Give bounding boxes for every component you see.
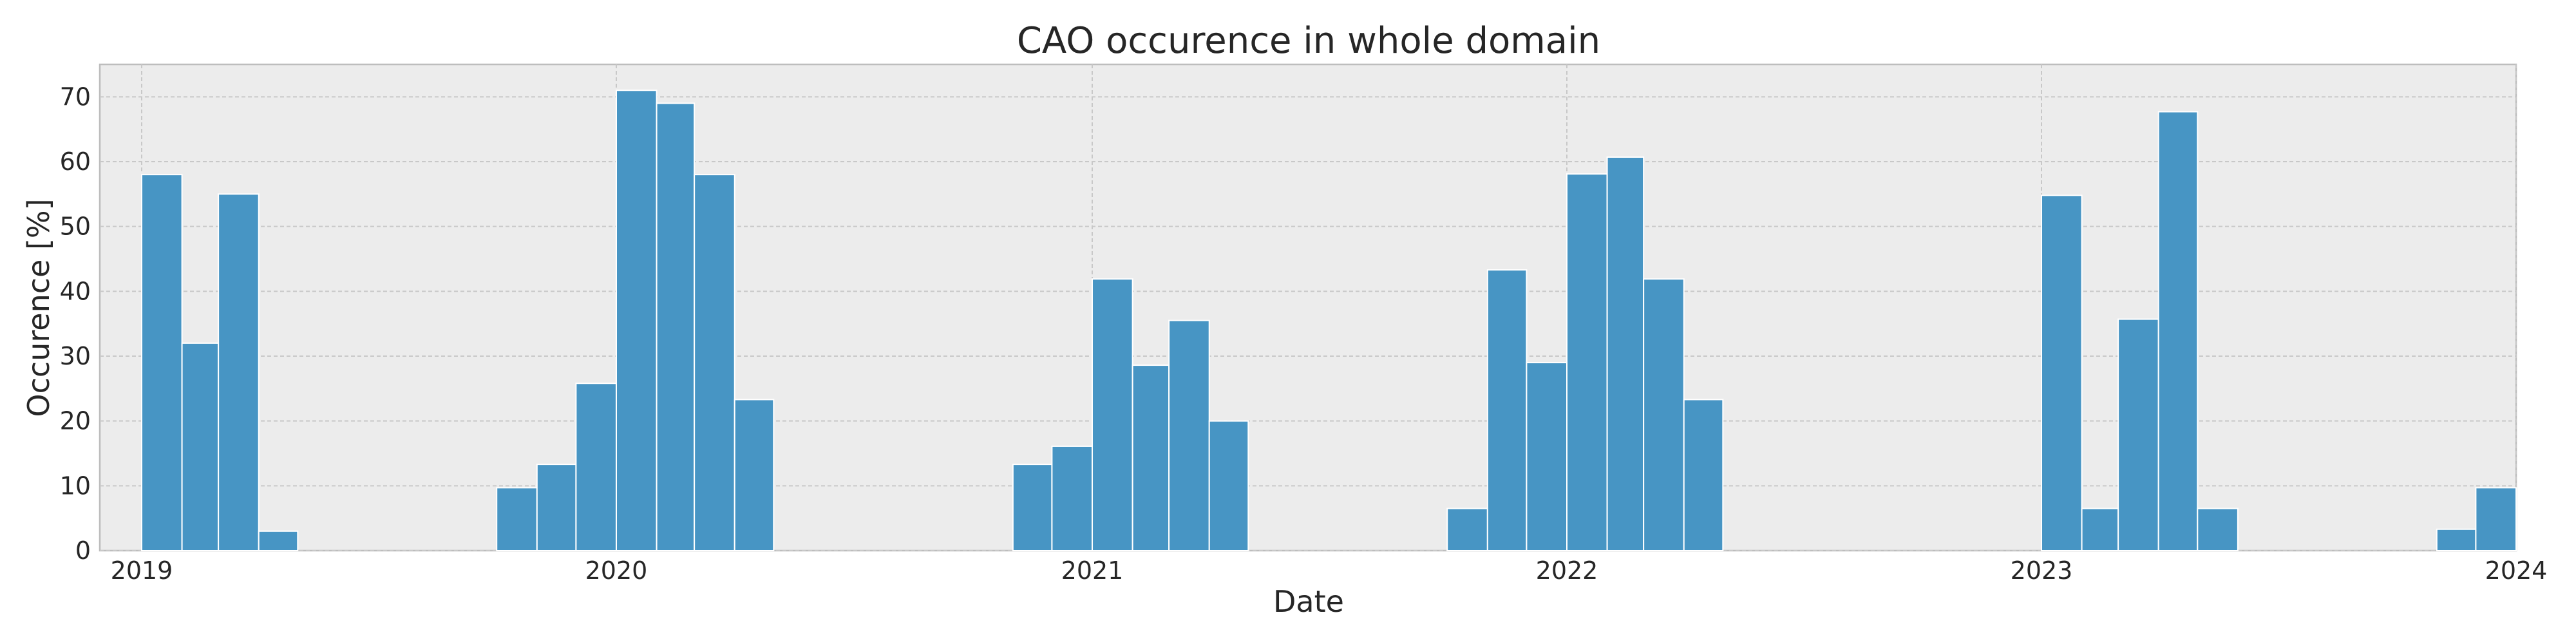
y-tick-label: 0 — [75, 536, 91, 565]
x-axis-ticks: 2019 2020 2021 2022 2023 2024 — [111, 556, 2548, 585]
bar-2019-12 — [575, 383, 617, 552]
bar-2023-01 — [2041, 194, 2083, 551]
bar-2020-12 — [1051, 445, 1094, 552]
y-tick-label: 60 — [60, 147, 91, 176]
bar-2021-03 — [1168, 319, 1210, 551]
bar-2022-04 — [1683, 399, 1724, 551]
y-tick-label: 10 — [60, 471, 91, 500]
bar-2021-01 — [1092, 278, 1133, 551]
bar-2020-04 — [734, 399, 775, 551]
plot-area — [99, 63, 2517, 552]
bar-2022-03 — [1643, 278, 1685, 551]
bar-2023-11 — [2436, 528, 2477, 552]
bars — [141, 90, 2517, 552]
x-tick-label: 2021 — [1061, 556, 1124, 585]
y-axis-ticks: 0 10 20 30 40 50 60 70 — [60, 82, 91, 565]
bar-2019-01 — [141, 174, 183, 551]
x-tick-label: 2019 — [111, 556, 173, 585]
bar-2021-11 — [1486, 269, 1528, 551]
bar-2023-05 — [2197, 507, 2239, 551]
bar-2021-12 — [1526, 362, 1568, 551]
y-tick-label: 40 — [60, 277, 91, 305]
y-tick-label: 70 — [60, 82, 91, 111]
bar-2020-03 — [694, 174, 735, 551]
y-tick-label: 20 — [60, 407, 91, 435]
x-tick-label: 2020 — [585, 556, 648, 585]
bar-2021-02 — [1132, 365, 1170, 551]
bar-2020-11 — [1012, 464, 1053, 552]
x-tick-label: 2023 — [2011, 556, 2073, 585]
bar-2020-02 — [656, 102, 696, 551]
y-tick-label: 30 — [60, 342, 91, 370]
bar-2021-04 — [1208, 420, 1249, 552]
chart-title: CAO occurence in whole domain — [1017, 20, 1600, 62]
bar-2022-02 — [1606, 156, 1645, 552]
bar-2023-12 — [2475, 487, 2517, 551]
x-tick-label: 2022 — [1536, 556, 1598, 585]
bar-2019-11 — [536, 464, 577, 552]
bar-2019-02 — [181, 342, 220, 551]
bar-2021-10 — [1446, 507, 1488, 551]
bar-2020-01 — [615, 90, 658, 551]
bar-2023-02 — [2081, 507, 2119, 551]
bar-2019-04 — [258, 530, 299, 551]
y-axis-label: Occurence [%] — [21, 198, 56, 417]
bar-2019-03 — [218, 193, 260, 552]
x-tick-label: 2024 — [2485, 556, 2548, 585]
y-tick-label: 50 — [60, 213, 91, 241]
bar-2023-04 — [2157, 111, 2199, 551]
bar-2019-10 — [496, 487, 538, 551]
bar-2022-01 — [1566, 173, 1608, 552]
x-axis-label: Date — [1273, 584, 1344, 619]
bar-2023-03 — [2117, 318, 2159, 551]
